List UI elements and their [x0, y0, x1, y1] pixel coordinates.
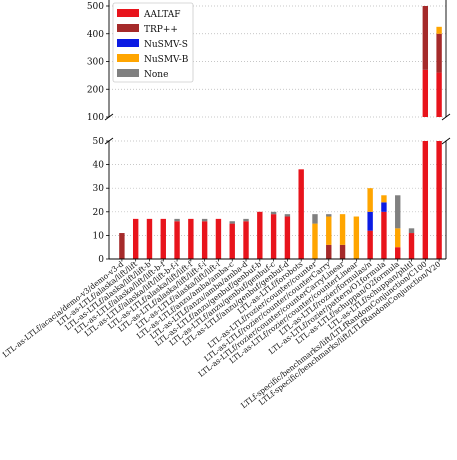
bar-segment-aaltaf: [201, 221, 208, 259]
y-tick-label-upper: 100: [87, 113, 104, 123]
y-tick-label-upper: 200: [87, 85, 104, 95]
legend-swatch-aaltaf: [117, 9, 139, 17]
legend-label: NuSMV-B: [144, 55, 189, 65]
legend-swatch-trp: [117, 24, 139, 32]
y-tick-label-lower: 0: [98, 255, 104, 265]
y-tick-label-lower: 10: [93, 231, 105, 241]
bar-segment-none: [270, 211, 277, 215]
bar-segment-nusmv-b: [339, 214, 346, 245]
bar-segment-none: [229, 221, 235, 224]
bar-segment-nusmv-b: [395, 228, 401, 248]
bar-segment-trp: [326, 244, 332, 259]
legend-label: None: [144, 70, 168, 80]
bar-segment-aaltaf: [436, 141, 442, 259]
bar-segment-none: [201, 218, 208, 222]
legend-box: [112, 2, 194, 83]
bar-segment-trp: [422, 6, 429, 70]
y-tick-label-upper: 500: [87, 2, 104, 12]
bar-segment-none: [312, 214, 318, 224]
y-tick-label-lower: 20: [93, 208, 105, 218]
legend-swatch-nusmv-s: [117, 39, 139, 47]
bar-segment-none: [408, 228, 415, 234]
bar-segment-aaltaf: [270, 214, 277, 259]
axis-break-mark-right-lower: [441, 137, 451, 145]
y-tick-label-upper: 400: [87, 30, 104, 40]
legend-swatch-nusmv-b: [117, 54, 139, 62]
y-tick-label-lower: 30: [93, 184, 105, 194]
bar-segment-aaltaf: [160, 218, 166, 259]
axis-break-mark-left-upper: [104, 113, 114, 121]
bar-segment-aaltaf: [215, 218, 222, 259]
axes-layer: [104, 0, 451, 262]
tick-labels-layer: 0 10 20 30 40 50 100 200 300 400 500: [87, 2, 104, 265]
bar-segment-none: [395, 195, 401, 229]
axis-break-mark-left-lower: [104, 137, 114, 145]
bar-segment-nusmv-b: [367, 188, 373, 212]
bar-segment-aaltaf: [436, 72, 442, 117]
bar-segment-aaltaf: [422, 141, 429, 259]
axis-break-mark-right-upper: [441, 113, 451, 121]
legend-label: NuSMV-S: [144, 40, 188, 50]
bar-segment-none: [284, 214, 291, 217]
bar-segment-nusmv-b: [353, 216, 360, 259]
bar-segment-aaltaf: [174, 221, 180, 259]
bar-segment-nusmv-b: [381, 195, 387, 203]
bar-segment-aaltaf: [395, 247, 401, 259]
category-labels-layer: LTL-as-LTLf/acacia/demo-v3/demo-v3-dLTL-…: [1, 259, 443, 410]
y-tick-label-lower: 40: [93, 161, 105, 171]
bars-layer: [119, 6, 442, 259]
y-tick-label-lower: 50: [93, 137, 105, 147]
bar-segment-aaltaf: [243, 221, 249, 259]
legend: AALTAF TRP++ NuSMV-S NuSMV-B None: [112, 2, 194, 83]
bar-segment-aaltaf: [422, 69, 429, 117]
bar-segment-trp: [339, 244, 346, 259]
legend-label: TRP++: [144, 25, 178, 35]
bar-segment-none: [243, 218, 249, 222]
bar-segment-aaltaf: [229, 223, 235, 259]
bar-segment-aaltaf: [381, 211, 387, 259]
bar-segment-nusmv-b: [436, 26, 442, 34]
bar-segment-none: [326, 214, 332, 217]
bar-segment-nusmv-b: [312, 223, 318, 259]
bar-segment-none: [174, 218, 180, 222]
legend-label: AALTAF: [143, 10, 181, 20]
bar-segment-aaltaf: [257, 211, 263, 259]
bar-segment-aaltaf: [298, 169, 304, 259]
bar-segment-aaltaf: [146, 218, 153, 259]
bar-segment-aaltaf: [132, 218, 139, 259]
bar-segment-nusmv-b: [326, 216, 332, 245]
bar-segment-aaltaf: [188, 218, 194, 259]
bar-segment-nusmv-s: [381, 202, 387, 212]
legend-swatch-none: [117, 69, 139, 77]
bar-segment-trp: [436, 33, 442, 73]
bar-segment-trp: [119, 233, 125, 259]
grid-lines: [109, 5, 446, 236]
y-tick-label-upper: 300: [87, 58, 104, 68]
bar-segment-aaltaf: [408, 233, 415, 259]
bar-segment-nusmv-s: [367, 211, 373, 231]
bar-segment-aaltaf: [367, 230, 373, 259]
bar-segment-aaltaf: [284, 216, 291, 259]
